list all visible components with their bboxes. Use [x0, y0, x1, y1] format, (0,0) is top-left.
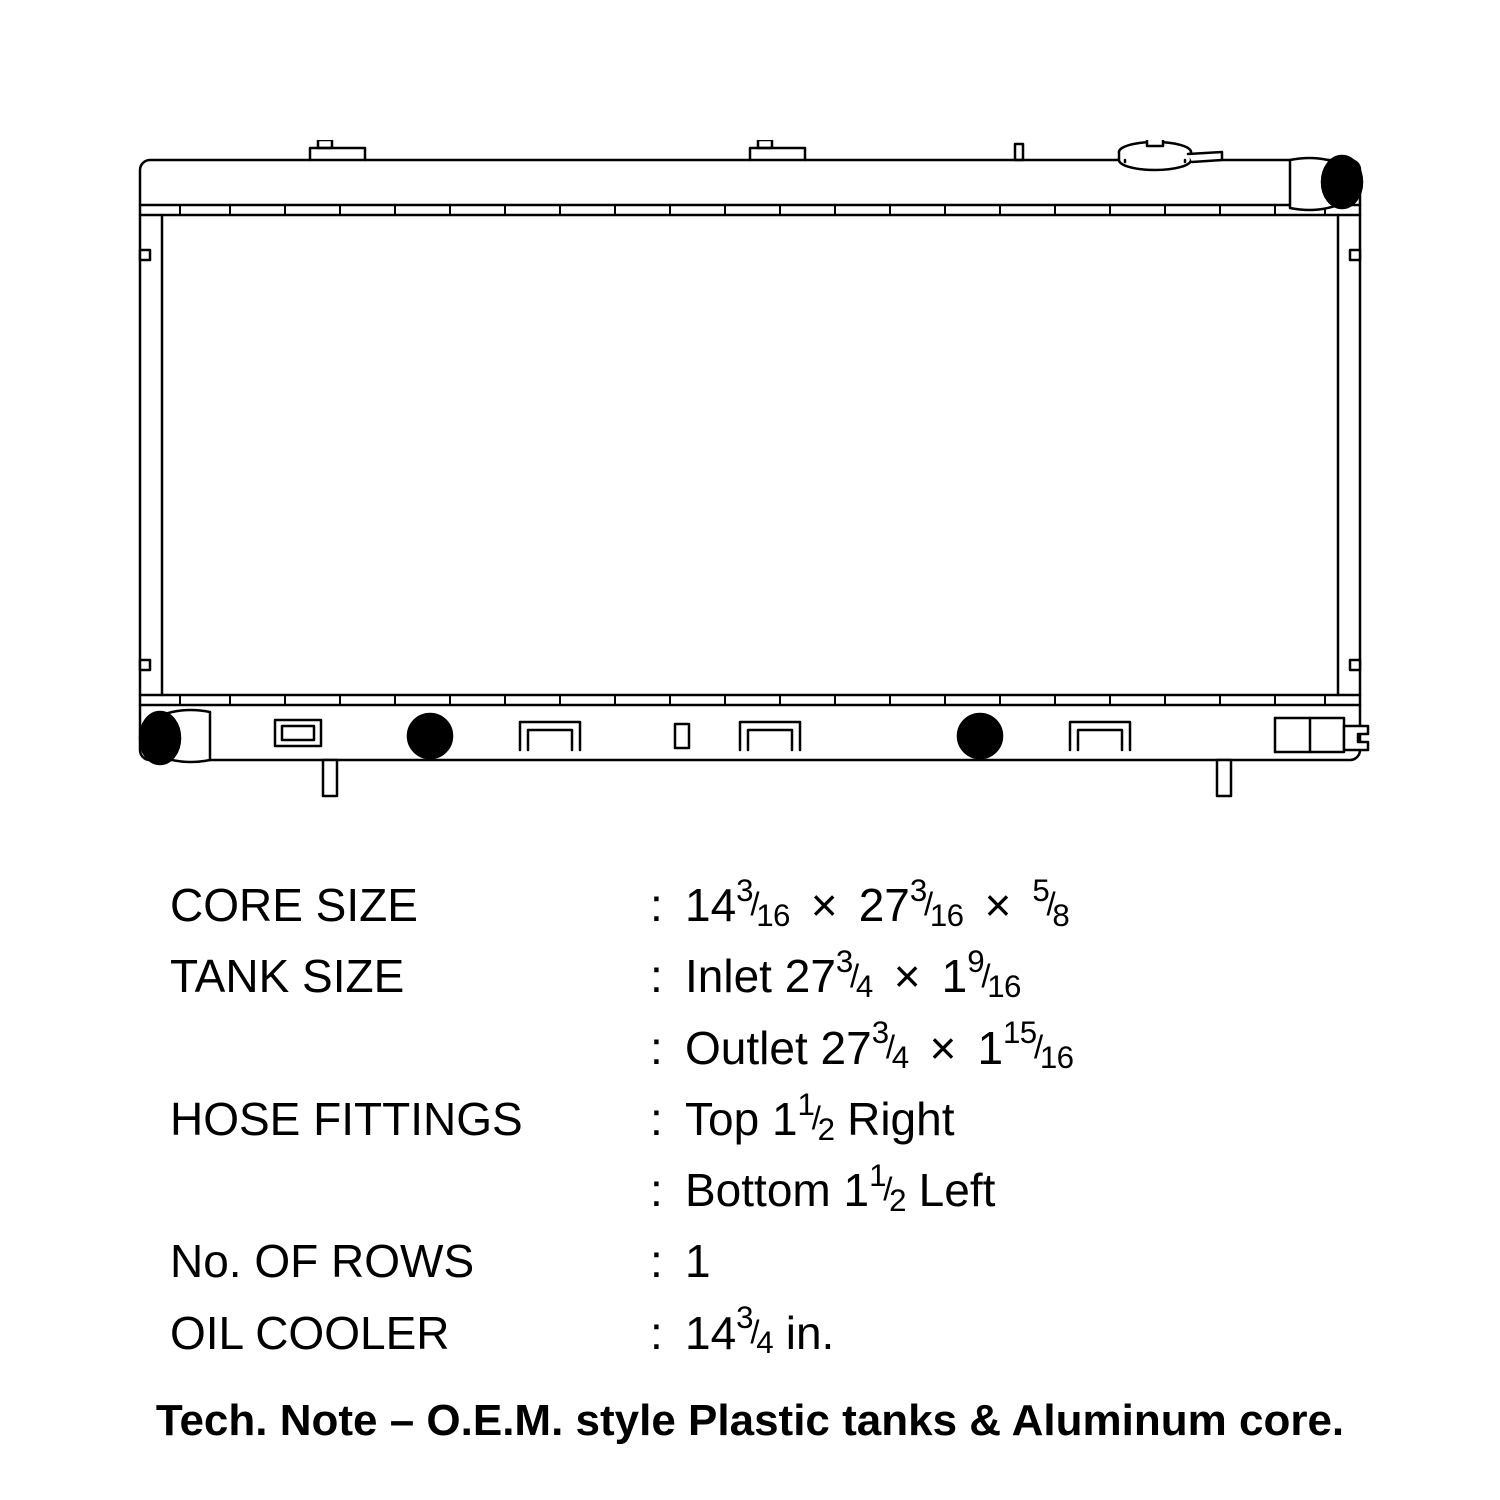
spec-label — [170, 1155, 650, 1226]
spec-colon: : — [650, 1298, 685, 1369]
spec-hose-bottom: : Bottom 11/2 Left — [170, 1155, 1390, 1226]
spec-colon: : — [650, 1155, 685, 1226]
spec-label — [170, 1013, 650, 1084]
tech-note: Tech. Note – O.E.M. style Plastic tanks … — [110, 1387, 1390, 1455]
spec-value: 143/4 in. — [685, 1298, 1390, 1369]
spec-colon: : — [650, 870, 685, 941]
top-inlet — [1290, 156, 1362, 210]
bottom-outlet — [140, 710, 210, 764]
spec-value: Top 11/2 Right — [685, 1084, 1390, 1155]
spec-table: CORE SIZE : 143/16 × 273/16 × 5/8 TANK S… — [170, 870, 1390, 1455]
spec-label: OIL COOLER — [170, 1298, 650, 1369]
spec-tank-size-inlet: TANK SIZE : Inlet 273/4 × 19/16 — [170, 941, 1390, 1012]
spec-label: CORE SIZE — [170, 870, 650, 941]
radiator-diagram — [110, 140, 1390, 810]
spec-oil-cooler: OIL COOLER : 143/4 in. — [170, 1298, 1390, 1369]
spec-tank-size-outlet: : Outlet 273/4 × 115/16 — [170, 1013, 1390, 1084]
spec-core-size: CORE SIZE : 143/16 × 273/16 × 5/8 — [170, 870, 1390, 941]
spec-colon: : — [650, 1226, 685, 1297]
spec-rows: No. OF ROWS : 1 — [170, 1226, 1390, 1297]
spec-value: Bottom 11/2 Left — [685, 1155, 1390, 1226]
spec-colon: : — [650, 941, 685, 1012]
spec-colon: : — [650, 1013, 685, 1084]
spec-hose-top: HOSE FITTINGS : Top 11/2 Right — [170, 1084, 1390, 1155]
radiator-svg — [110, 140, 1390, 810]
spec-value: 143/16 × 273/16 × 5/8 — [685, 870, 1390, 941]
spec-value: Inlet 273/4 × 19/16 — [685, 941, 1390, 1012]
spec-value: Outlet 273/4 × 115/16 — [685, 1013, 1390, 1084]
spec-label: HOSE FITTINGS — [170, 1084, 650, 1155]
spec-label: TANK SIZE — [170, 941, 650, 1012]
spec-label: No. OF ROWS — [170, 1226, 650, 1297]
page: CORE SIZE : 143/16 × 273/16 × 5/8 TANK S… — [0, 0, 1500, 1500]
spec-colon: : — [650, 1084, 685, 1155]
spec-value: 1 — [685, 1226, 1390, 1297]
